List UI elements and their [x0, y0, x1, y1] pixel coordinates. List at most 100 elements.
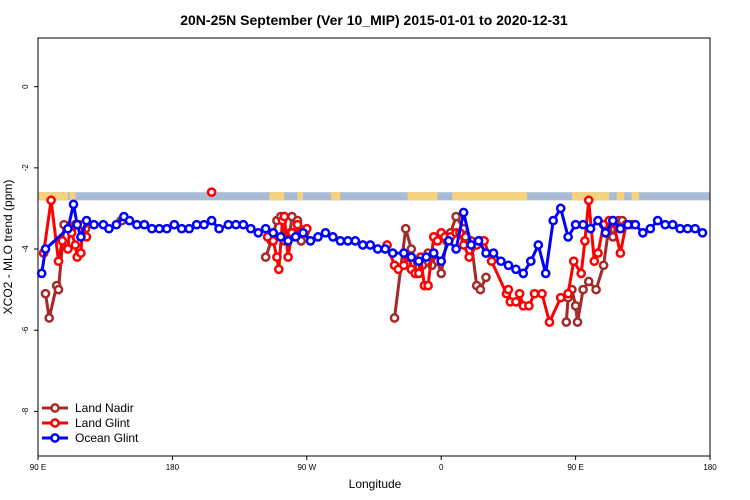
data-point: [436, 256, 447, 267]
data-point: [206, 215, 217, 226]
legend-item: Ocean Glint: [42, 431, 139, 445]
data-point: [690, 223, 700, 234]
chart-title: 20N-25N September (Ver 10_MIP) 2015-01-0…: [180, 12, 568, 28]
data-point: [585, 223, 596, 234]
data-point: [488, 248, 499, 258]
legend-label: Land Glint: [75, 416, 130, 430]
legend-label: Ocean Glint: [75, 431, 139, 445]
x-axis-label: Longitude: [349, 477, 402, 491]
legend-label: Land Nadir: [75, 401, 134, 415]
data-point: [298, 227, 308, 238]
data-point: [583, 195, 594, 206]
data-point: [593, 248, 603, 258]
data-point: [525, 256, 536, 267]
data-point: [260, 223, 271, 234]
legend-item: Land Glint: [42, 416, 130, 430]
data-point: [413, 256, 424, 267]
y-tick-label: -2: [21, 164, 30, 172]
data-point: [413, 268, 424, 279]
series-layer: [36, 187, 708, 327]
data-point: [223, 219, 234, 230]
data-point: [350, 236, 361, 246]
map-strip-land: [452, 192, 528, 201]
data-point: [589, 256, 600, 267]
series-land-nadir: [40, 211, 628, 327]
data-point: [537, 288, 547, 299]
data-point: [432, 236, 443, 246]
data-point: [576, 268, 587, 279]
data-point: [511, 264, 521, 275]
data-point: [511, 296, 521, 307]
data-point: [421, 252, 432, 262]
data-point: [466, 240, 476, 250]
data-point: [598, 260, 609, 271]
data-point: [372, 244, 383, 254]
data-point: [283, 252, 293, 262]
data-point: [697, 227, 708, 238]
data-point: [147, 223, 157, 234]
x-tick-label: 90 E: [30, 463, 46, 472]
map-strip-land: [616, 192, 625, 201]
data-point: [682, 223, 693, 234]
data-point: [72, 219, 83, 230]
data-point: [68, 199, 79, 210]
data-point: [600, 227, 611, 238]
y-tick-label: -6: [21, 326, 30, 334]
x-tick-label: 180: [703, 463, 717, 472]
data-point: [124, 215, 135, 226]
data-point: [481, 248, 491, 258]
data-point: [399, 248, 409, 258]
data-point: [76, 232, 86, 242]
data-point: [561, 317, 572, 327]
data-point: [458, 207, 469, 218]
series-land-glint: [38, 187, 637, 327]
map-strip: [38, 192, 710, 201]
axes: 90 E 180 90 W 0 90 E 180 0 -2 -4 -6 -8: [21, 84, 717, 472]
map-strip-land: [69, 192, 76, 201]
data-point: [458, 240, 469, 250]
data-point: [238, 219, 249, 230]
data-point: [104, 223, 114, 234]
legend-marker: [50, 433, 60, 443]
data-point: [154, 223, 165, 234]
data-point: [380, 244, 391, 254]
data-point: [272, 252, 282, 262]
data-point: [514, 288, 525, 299]
data-point: [486, 256, 497, 267]
data-point: [555, 203, 566, 214]
x-tick-label: 90 W: [297, 463, 316, 472]
data-point: [81, 215, 92, 226]
data-point: [675, 223, 685, 234]
data-point: [290, 232, 301, 242]
x-tick-label: 180: [166, 463, 180, 472]
map-strip-land: [407, 192, 438, 201]
y-tick-label: 0: [21, 84, 30, 89]
data-point: [608, 215, 618, 226]
data-point: [206, 187, 217, 198]
y-tick-label: -4: [21, 245, 30, 253]
data-point: [428, 248, 439, 258]
data-point: [529, 288, 540, 299]
data-point: [436, 268, 447, 279]
data-point: [313, 232, 323, 242]
data-point: [253, 227, 264, 238]
data-point: [518, 268, 529, 279]
legend-marker: [50, 418, 60, 428]
data-point: [503, 260, 514, 271]
data-point: [199, 219, 209, 230]
data-point: [70, 240, 81, 250]
data-point: [540, 268, 551, 279]
data-point: [76, 248, 86, 258]
data-point: [406, 244, 417, 254]
data-point: [57, 236, 68, 246]
data-point: [464, 252, 475, 262]
data-point: [231, 219, 241, 230]
data-point: [63, 223, 73, 234]
data-point: [320, 227, 331, 238]
data-point: [630, 219, 641, 230]
data-point: [580, 236, 590, 246]
data-point: [343, 236, 353, 246]
data-point: [279, 211, 290, 222]
data-point: [273, 264, 284, 275]
